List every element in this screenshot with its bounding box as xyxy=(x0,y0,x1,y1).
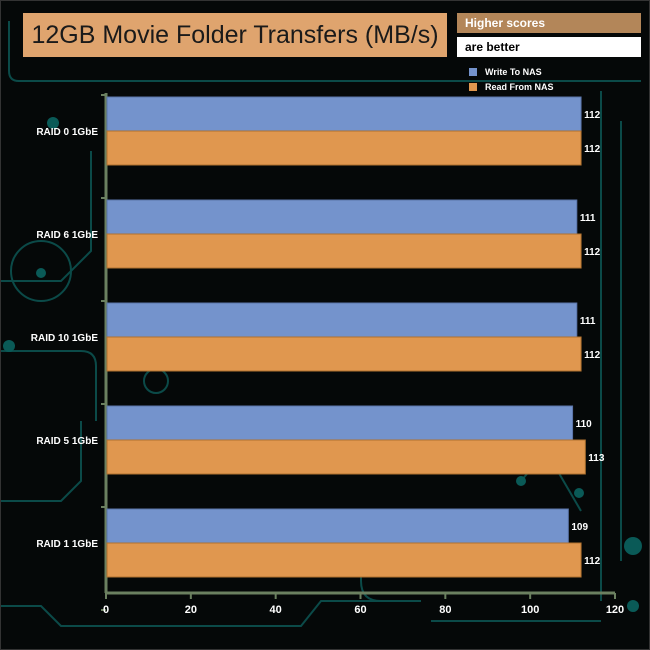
legend-label-write: Write To NAS xyxy=(485,66,542,77)
legend-item-read: Read From NAS xyxy=(469,79,554,94)
bar-write xyxy=(106,508,569,544)
data-label: 112 xyxy=(584,110,601,121)
legend-swatch-read xyxy=(469,82,477,91)
higher-scores-note: Higher scores xyxy=(457,13,641,33)
data-label: 112 xyxy=(584,556,601,567)
category-label: RAID 1 1GbE xyxy=(36,539,98,550)
category-label: RAID 0 1GbE xyxy=(36,127,98,138)
x-tick-label: 0 xyxy=(103,604,109,616)
bar-write xyxy=(106,199,578,235)
are-better-note: are better xyxy=(457,37,641,57)
bar-write xyxy=(106,405,574,441)
bar-read xyxy=(106,130,582,166)
category-label: RAID 6 1GbE xyxy=(36,230,98,241)
bar-read xyxy=(106,542,582,578)
data-label: 112 xyxy=(584,350,601,361)
legend-label-read: Read From NAS xyxy=(485,81,554,92)
x-tick-label: 40 xyxy=(270,604,282,616)
category-label: RAID 10 1GbE xyxy=(31,333,99,344)
bar-write xyxy=(106,302,578,338)
x-tick-label: 80 xyxy=(439,604,451,616)
x-tick-label: 20 xyxy=(185,604,197,616)
x-tick-label: 60 xyxy=(354,604,366,616)
legend: Write To NAS Read From NAS xyxy=(469,64,554,94)
data-label: 112 xyxy=(584,144,601,155)
data-label: 112 xyxy=(584,247,601,258)
bar-read xyxy=(106,439,586,475)
bar-write xyxy=(106,96,582,132)
chart-title: 12GB Movie Folder Transfers (MB/s) xyxy=(23,13,447,57)
data-label: 110 xyxy=(576,419,593,430)
data-label: 109 xyxy=(571,522,588,533)
data-label: 113 xyxy=(588,453,605,464)
x-tick-label: 100 xyxy=(521,604,539,616)
bar-read xyxy=(106,336,582,372)
legend-item-write: Write To NAS xyxy=(469,64,554,79)
category-label: RAID 5 1GbE xyxy=(36,436,98,447)
data-label: 111 xyxy=(580,213,596,224)
bar-read xyxy=(106,233,582,269)
data-label: 111 xyxy=(580,316,596,327)
x-tick-label: 120 xyxy=(606,604,624,616)
legend-swatch-write xyxy=(469,67,477,76)
